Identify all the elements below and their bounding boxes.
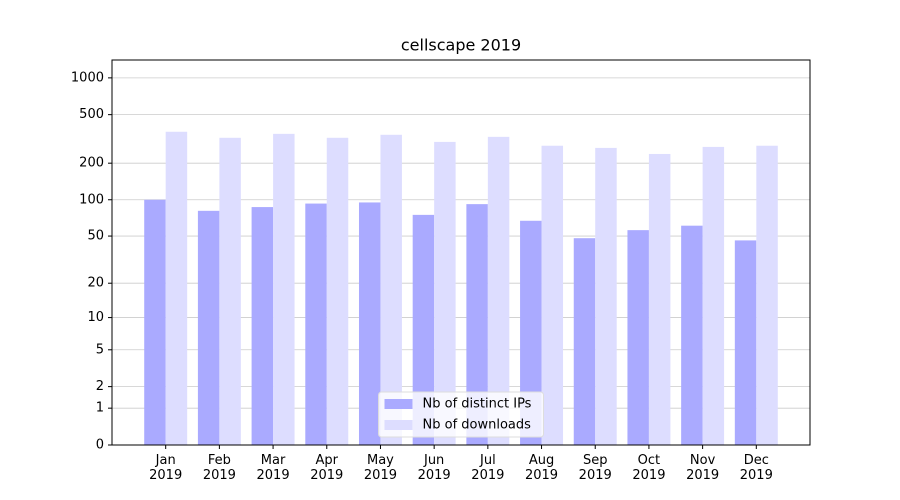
bar xyxy=(573,238,596,445)
bar xyxy=(380,134,402,445)
bar xyxy=(165,131,188,445)
x-tick-label: Nov 2019 xyxy=(686,453,720,483)
y-tick-label: 200 xyxy=(79,156,104,171)
bar xyxy=(144,199,166,445)
bar xyxy=(702,146,725,445)
x-tick-label: Jun 2019 xyxy=(417,453,451,483)
y-tick-label: 1 xyxy=(96,401,104,416)
legend-label: Nb of distinct IPs xyxy=(423,397,532,412)
bar xyxy=(541,145,564,445)
x-tick-label: Aug 2019 xyxy=(524,453,559,483)
y-tick-label: 20 xyxy=(87,276,104,291)
bar xyxy=(219,137,241,445)
bar xyxy=(412,214,435,445)
x-tick-label: Sep 2019 xyxy=(578,453,612,483)
chart-title: cellscape 2019 xyxy=(401,36,521,55)
legend-box xyxy=(378,391,544,438)
bar xyxy=(520,220,542,445)
bar xyxy=(273,133,295,445)
legend-swatch xyxy=(384,399,413,409)
bar xyxy=(358,202,381,445)
bar xyxy=(734,240,757,445)
bar xyxy=(487,136,510,445)
bar xyxy=(251,207,274,445)
y-tick-label: 2 xyxy=(96,379,104,394)
x-tick-label: Feb 2019 xyxy=(202,453,236,483)
bar xyxy=(434,141,456,445)
y-tick-label: 1000 xyxy=(71,70,104,85)
bar xyxy=(595,147,617,445)
legend: Nb of distinct IPs Nb of downloads xyxy=(378,391,544,438)
bar xyxy=(627,230,649,445)
y-tick-label: 500 xyxy=(79,107,104,122)
legend-swatch xyxy=(384,420,413,430)
plot-frame xyxy=(111,59,811,446)
x-tick-label: May 2019 xyxy=(363,453,397,483)
bar xyxy=(756,145,778,445)
y-tick-label: 100 xyxy=(79,192,104,207)
bar xyxy=(305,203,327,445)
bar xyxy=(326,137,349,445)
x-tick-label: Oct 2019 xyxy=(632,453,666,483)
x-tick-label: Mar 2019 xyxy=(256,453,290,483)
x-tick-label: Jul 2019 xyxy=(471,453,505,483)
legend-label: Nb of downloads xyxy=(423,418,532,433)
y-tick-label: 10 xyxy=(87,310,104,325)
bar xyxy=(466,204,488,445)
y-tick-label: 0 xyxy=(96,438,104,453)
x-tick-label: Jan 2019 xyxy=(149,453,183,483)
bar xyxy=(681,225,703,445)
x-tick-label: Dec 2019 xyxy=(739,453,773,483)
y-tick-label: 5 xyxy=(96,342,104,357)
bar xyxy=(197,210,220,445)
x-tick-label: Apr 2019 xyxy=(310,453,344,483)
y-tick-label: 50 xyxy=(87,229,104,244)
bar xyxy=(648,153,671,445)
